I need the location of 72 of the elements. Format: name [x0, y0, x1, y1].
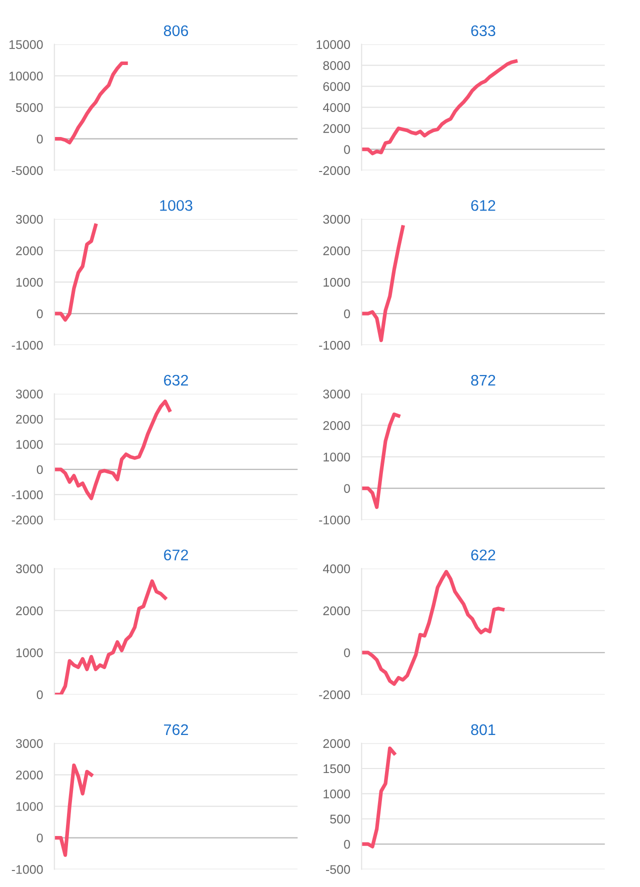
chart-title: 762 — [164, 724, 188, 736]
chart-title: 612 — [471, 200, 496, 211]
chart-title: 1003 — [160, 200, 192, 211]
y-tick-label: 4000 — [322, 103, 350, 112]
y-tick-label: 0 — [36, 834, 43, 842]
y-tick-label: 3000 — [16, 739, 43, 748]
y-tick-label: 2000 — [16, 770, 43, 780]
line-series — [362, 570, 505, 686]
y-tick-label: 2000 — [323, 246, 350, 256]
y-tick-label: 6000 — [323, 82, 350, 91]
y-tick-label: 3000 — [16, 564, 43, 574]
y-tick-label: 2000 — [323, 421, 350, 430]
y-tick-label: 1000 — [16, 440, 43, 449]
line-series — [54, 224, 98, 322]
y-tick-label: 2000 — [16, 246, 43, 256]
line-series — [54, 764, 94, 857]
y-tick-label: 3000 — [323, 390, 350, 398]
y-tick-label: -1000 — [12, 340, 43, 350]
y-tick-label: 0 — [344, 648, 350, 658]
chart-title: 801 — [471, 724, 496, 736]
line-series — [362, 412, 400, 509]
y-tick-label: -1000 — [319, 516, 350, 524]
y-tick-label: 2000 — [323, 606, 350, 616]
y-tick-label: 2000 — [323, 124, 350, 133]
y-tick-label: 1000 — [16, 802, 43, 811]
y-tick-label: -5000 — [12, 166, 43, 175]
y-tick-label: 1000 — [324, 789, 350, 798]
y-tick-label: 1000 — [324, 278, 350, 287]
y-tick-label: 0 — [344, 840, 350, 849]
y-tick-label: -2000 — [319, 166, 350, 175]
line-series — [54, 579, 167, 695]
y-tick-label: 1500 — [324, 764, 350, 774]
y-tick-label: 0 — [36, 309, 43, 318]
y-tick-label: 2000 — [16, 606, 43, 616]
chart-title: 672 — [164, 550, 188, 560]
y-tick-label: 0 — [344, 309, 350, 318]
y-tick-label: 3000 — [323, 214, 350, 224]
y-tick-label: -500 — [326, 865, 350, 874]
y-tick-label: 1000 — [16, 278, 43, 287]
y-tick-label: 1000 — [324, 452, 350, 462]
y-tick-label: 3000 — [16, 214, 43, 224]
line-series — [362, 225, 405, 342]
y-tick-label: 0 — [344, 484, 350, 493]
y-tick-label: 0 — [36, 690, 43, 700]
y-tick-label: 3000 — [16, 390, 43, 398]
y-tick-label: 0 — [36, 465, 43, 474]
y-tick-label: -2000 — [12, 516, 43, 524]
y-tick-label: -1000 — [12, 490, 43, 500]
y-tick-label: 10000 — [9, 72, 43, 80]
y-tick-label: 5000 — [16, 103, 43, 112]
y-tick-label: 15000 — [9, 40, 43, 49]
y-tick-label: 1000 — [16, 648, 43, 658]
chart-title: 806 — [164, 25, 188, 36]
y-tick-label: 2000 — [323, 739, 350, 748]
y-tick-label: -1000 — [319, 340, 350, 350]
y-tick-label: 10000 — [316, 40, 350, 49]
chart-title: 872 — [471, 374, 496, 386]
y-tick-label: -1000 — [12, 865, 43, 874]
y-tick-label: 4000 — [322, 564, 350, 574]
chart-title: 622 — [471, 550, 496, 560]
chart-title: 633 — [471, 25, 496, 36]
y-tick-label: 0 — [36, 134, 43, 144]
line-series — [362, 746, 396, 848]
line-series — [54, 400, 172, 500]
y-tick-label: 2000 — [16, 414, 43, 424]
y-tick-label: 8000 — [323, 61, 350, 70]
y-tick-label: -2000 — [319, 690, 350, 700]
line-series — [362, 59, 518, 156]
chart-title: 632 — [164, 374, 188, 386]
y-tick-label: 500 — [330, 814, 350, 824]
line-series — [54, 61, 128, 144]
y-tick-label: 0 — [344, 145, 350, 154]
